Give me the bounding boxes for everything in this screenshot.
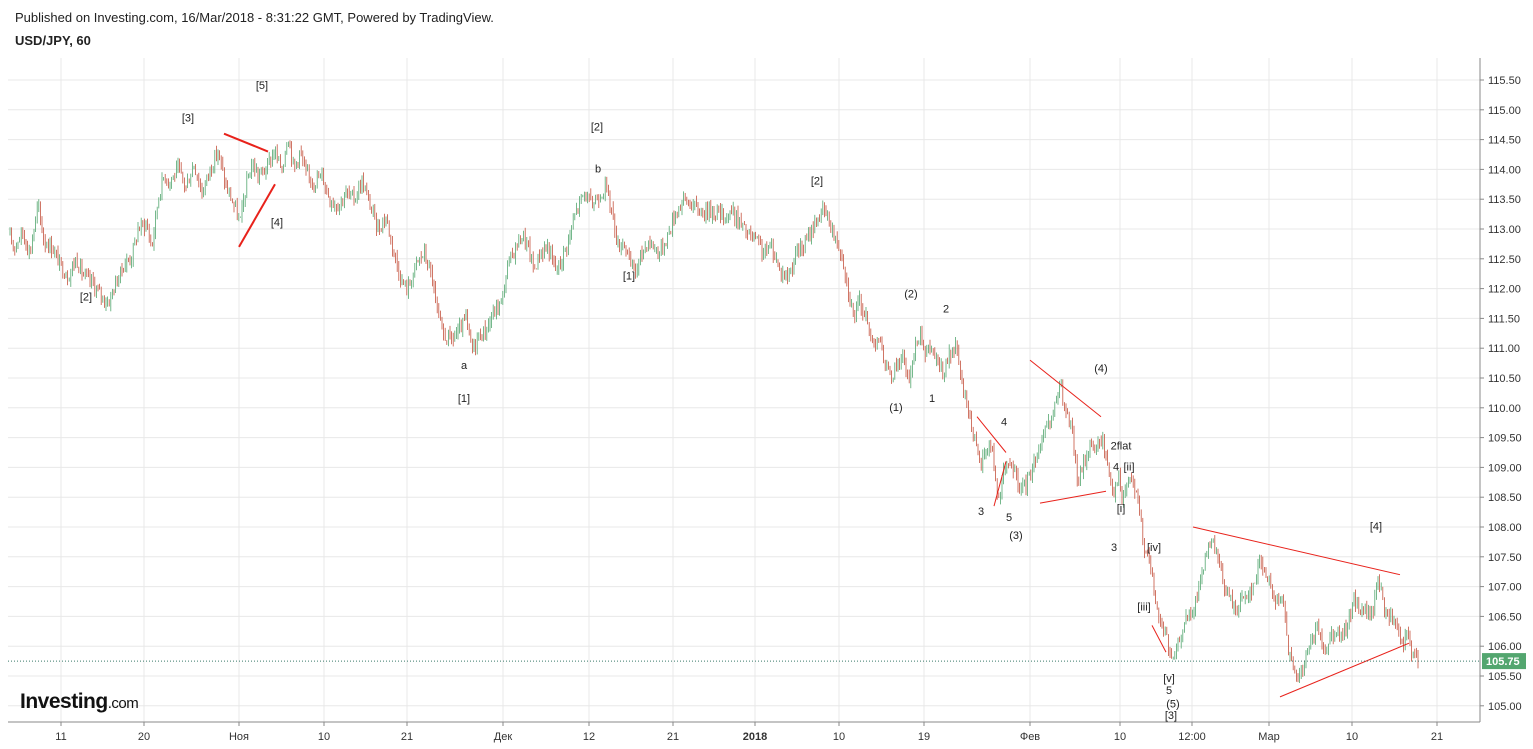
y-tick-label: 115.50 — [1488, 75, 1521, 87]
y-tick-label: 112.00 — [1488, 284, 1521, 296]
y-tick-label: 110.00 — [1488, 403, 1521, 415]
trendline — [1039, 490, 1107, 504]
y-tick-label: 113.50 — [1488, 194, 1521, 206]
y-tick-label: 111.00 — [1488, 343, 1520, 355]
y-tick-label: 107.50 — [1488, 552, 1522, 564]
wave-label: (1) — [889, 402, 902, 414]
x-tick-label: 10 — [1346, 731, 1358, 743]
time-axis: 11 20 Ноя 10 21 Дек 12 21 2018 10 19 Фев 10 12:00 Мар 1… — [8, 721, 1480, 743]
y-tick-label: 113.00 — [1488, 224, 1521, 236]
wave-label: (3) — [1009, 530, 1022, 542]
wave-label: [iii] — [1137, 601, 1150, 613]
current-price-tag — [1482, 653, 1526, 670]
y-tick-label: 106.00 — [1488, 641, 1522, 653]
wave-label: 4 — [1001, 417, 1007, 429]
trendlines — [223, 132, 1410, 698]
investing-logo: Investing.com — [20, 690, 139, 713]
wave-label: b — [595, 163, 601, 175]
x-tick-label: 10 — [833, 731, 845, 743]
y-tick-label: 105.00 — [1488, 701, 1522, 713]
trendline — [1151, 625, 1167, 653]
y-tick-label: 115.00 — [1488, 105, 1521, 117]
wave-label: [5] — [256, 80, 268, 92]
wave-label: 2 — [943, 303, 949, 315]
wave-label: [3] — [1165, 710, 1177, 722]
wave-label: (2) — [904, 289, 917, 301]
y-tick-label: 112.50 — [1488, 254, 1521, 266]
symbol-title: USD/JPY, 60 — [15, 33, 91, 48]
wave-label: (4) — [1094, 363, 1107, 375]
x-tick-label: 21 — [401, 731, 413, 743]
current-price-label: 105.75 — [1486, 656, 1520, 668]
x-tick-label: 20 — [138, 731, 150, 743]
trendline — [1279, 642, 1410, 698]
wave-label: 5 — [1166, 685, 1172, 697]
wave-label: 5 — [1006, 512, 1012, 524]
y-tick-label: 114.50 — [1488, 135, 1521, 147]
wave-label: [3] — [182, 113, 194, 125]
x-tick-label: 21 — [667, 731, 679, 743]
wave-label: (5) — [1166, 699, 1179, 711]
wave-label: [1] — [623, 271, 635, 283]
y-tick-label: 108.50 — [1488, 492, 1522, 504]
x-tick-label: 12 — [583, 731, 595, 743]
trendline — [238, 183, 276, 248]
y-tick-label: 109.00 — [1488, 462, 1522, 474]
wave-label: a — [461, 360, 468, 372]
trendline — [993, 461, 1007, 507]
wave-labels: [5] [3] [4] [2] [2] b [1] a [1] [2] (2) 2 1 (1) (4) 4 3 5… — [80, 80, 1382, 722]
y-tick-label: 105.50 — [1488, 671, 1522, 683]
x-tick-label: 12:00 — [1178, 731, 1206, 743]
y-tick-label: 109.50 — [1488, 433, 1522, 445]
x-tick-label: Дек — [494, 731, 513, 743]
wave-label: [1] — [458, 393, 470, 405]
y-tick-label: 110.50 — [1488, 373, 1521, 385]
trendline — [1029, 359, 1102, 418]
x-tick-label: Ноя — [229, 731, 249, 743]
wave-label: [i] — [1117, 503, 1126, 515]
x-tick-label: Мар — [1258, 731, 1280, 743]
y-tick-label: 107.00 — [1488, 582, 1522, 594]
grid-lines — [8, 58, 1480, 722]
candlestick-series — [9, 140, 1419, 684]
wave-label: [ii] — [1124, 461, 1135, 473]
x-tick-label: 10 — [1114, 731, 1126, 743]
wave-label: 2flat — [1111, 441, 1132, 453]
price-axis: 115.50 115.00 114.50 114.00 113.50 113.00 112.… — [8, 58, 1526, 722]
y-tick-label: 106.50 — [1488, 611, 1522, 623]
x-tick-label: 21 — [1431, 731, 1443, 743]
wave-label: [4] — [1370, 521, 1382, 533]
y-tick-label: 114.00 — [1488, 164, 1521, 176]
wave-label: [2] — [80, 292, 92, 304]
x-tick-label: 11 — [55, 731, 66, 743]
x-tick-label: Фев — [1020, 731, 1040, 743]
wave-label: [v] — [1163, 673, 1175, 685]
wave-label: 3 — [1111, 542, 1117, 554]
y-tick-label: 108.00 — [1488, 522, 1522, 534]
wave-label: [iv] — [1147, 542, 1161, 554]
trendline — [223, 132, 269, 153]
wave-label: 1 — [929, 393, 935, 405]
trendline — [1192, 526, 1401, 576]
y-tick-label: 111.50 — [1488, 313, 1520, 325]
wave-label: 4 — [1113, 461, 1119, 473]
wave-label: [4] — [271, 217, 283, 229]
x-tick-label: 19 — [918, 731, 930, 743]
x-tick-label: 2018 — [743, 731, 767, 743]
wave-label: [2] — [811, 175, 823, 187]
published-caption: Published on Investing.com, 16/Mar/2018 … — [15, 10, 494, 25]
wave-label: [2] — [591, 122, 603, 134]
x-tick-label: 10 — [318, 731, 330, 743]
trendline — [976, 416, 1007, 453]
wave-label: 3 — [978, 506, 984, 518]
